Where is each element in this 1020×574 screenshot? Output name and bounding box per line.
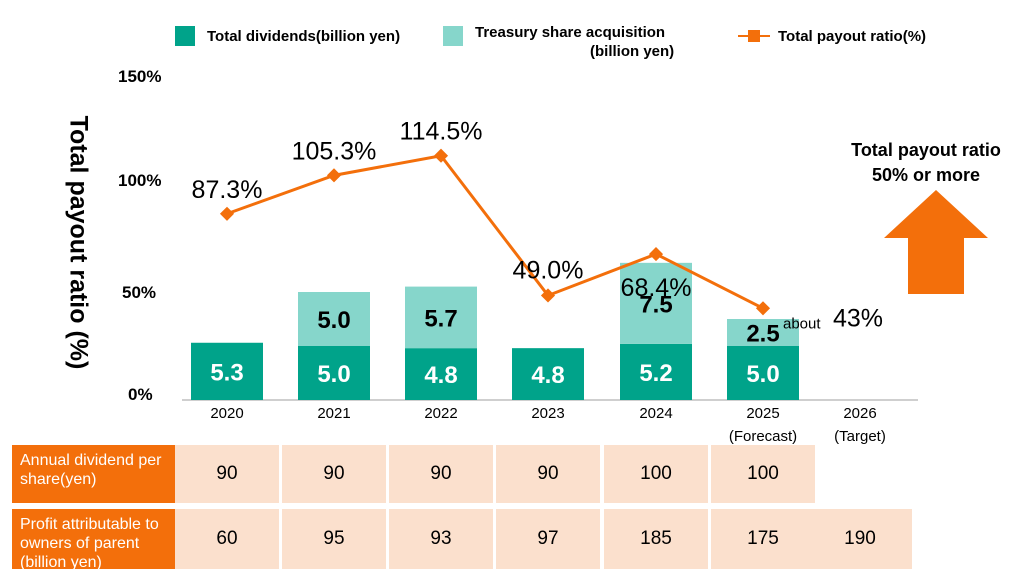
x-tick-note-2026: (Target) xyxy=(834,428,886,445)
y-tick-100: 100% xyxy=(118,171,162,190)
bar-dividends-2023 xyxy=(512,348,584,400)
bar-dividends-2021 xyxy=(298,346,370,400)
table-cell: 60 xyxy=(175,509,279,569)
table-cell: 100 xyxy=(711,445,815,503)
table-cell: 90 xyxy=(282,445,386,503)
table-cell: 97 xyxy=(496,509,600,569)
payout-label-2023: 49.0% xyxy=(513,256,584,284)
table-cell: 90 xyxy=(389,445,493,503)
legend-payout-label: Total payout ratio(%) xyxy=(778,28,927,45)
x-tick-2022: 2022 xyxy=(424,405,457,422)
x-tick-2026: 2026 xyxy=(843,405,876,422)
x-tick-2023: 2023 xyxy=(531,405,564,422)
payout-label-prefix-2025: about xyxy=(783,315,821,332)
bar-dividends-label-2023: 4.8 xyxy=(531,362,564,389)
bar-treasury-2025 xyxy=(727,319,799,346)
payout-point-2020 xyxy=(219,206,235,221)
legend-payout-marker xyxy=(738,30,770,42)
table-cell: 90 xyxy=(496,445,600,503)
legend-treasury-label: Treasury share acquisition xyxy=(475,24,666,41)
table-cell: 175 xyxy=(711,509,815,569)
legend-dividends-label: Total dividends(billion yen) xyxy=(207,28,401,45)
table-cell: 185 xyxy=(604,509,708,569)
bar-treasury-2024 xyxy=(620,262,692,344)
x-tick-note-2025: (Forecast) xyxy=(729,428,797,445)
callout-line-1: Total payout ratio xyxy=(851,140,1001,160)
x-tick-2025: 2025 xyxy=(746,405,779,422)
y-tick-0: 0% xyxy=(128,385,153,404)
bar-dividends-2025 xyxy=(727,346,799,400)
bar-dividends-label-2021: 5.0 xyxy=(317,361,350,388)
bar-treasury-label-2024: 7.5 xyxy=(639,291,672,318)
callout-line-2: 50% or more xyxy=(871,165,981,185)
x-tick-2024: 2024 xyxy=(639,405,672,422)
table-cell: 90 xyxy=(175,445,279,503)
y-tick-150: 150% xyxy=(118,67,162,86)
bar-dividends-label-2025: 5.0 xyxy=(746,361,779,388)
payout-point-2021 xyxy=(326,168,342,183)
payout-label-2022: 114.5% xyxy=(400,118,483,146)
bar-dividends-label-2022: 4.8 xyxy=(424,362,457,389)
payout-label-2024: 68.4% xyxy=(621,274,692,302)
legend-treasury-label-2: (billion yen) xyxy=(590,43,675,60)
table-cell: 100 xyxy=(604,445,708,503)
table-cell: 93 xyxy=(389,509,493,569)
row-header: Annual dividend per share(yen) xyxy=(12,445,175,503)
payout-point-2022 xyxy=(433,148,449,163)
bar-treasury-label-2022: 5.7 xyxy=(424,305,457,332)
x-tick-2020: 2020 xyxy=(210,405,243,422)
legend-dividends-swatch xyxy=(175,26,195,46)
payout-label-2020: 87.3% xyxy=(192,176,263,204)
payout-point-2023 xyxy=(540,288,556,303)
bar-dividends-2022 xyxy=(405,348,477,400)
payout-label-2021: 105.3% xyxy=(292,137,377,165)
legend: Total dividends(billion yen) Treasury sh… xyxy=(0,18,1020,68)
bar-dividends-2024 xyxy=(620,343,692,400)
up-arrow-icon xyxy=(884,190,988,294)
x-tick-2021: 2021 xyxy=(317,405,350,422)
bar-treasury-2021 xyxy=(298,292,370,346)
legend-treasury-swatch xyxy=(443,26,463,46)
bar-dividends-2020 xyxy=(191,342,263,400)
y-tick-50: 50% xyxy=(122,283,157,302)
payout-label-2025: 43% xyxy=(833,304,883,332)
bar-treasury-label-2025: 2.5 xyxy=(746,321,779,348)
bar-dividends-label-2024: 5.2 xyxy=(639,360,672,387)
bar-dividends-label-2020: 5.3 xyxy=(210,359,243,386)
bar-treasury-label-2021: 5.0 xyxy=(317,307,350,334)
table-cell: 95 xyxy=(282,509,386,569)
bar-treasury-2022 xyxy=(405,286,477,349)
payout-point-2025 xyxy=(755,301,771,316)
row-header: Profit attributable to owners of parent … xyxy=(12,509,175,571)
payout-target-callout: Total payout ratio 50% or more xyxy=(828,138,1020,188)
payout-ratio-line xyxy=(226,154,764,310)
payout-point-2024 xyxy=(648,247,664,262)
table-cell: 190 xyxy=(808,509,912,569)
